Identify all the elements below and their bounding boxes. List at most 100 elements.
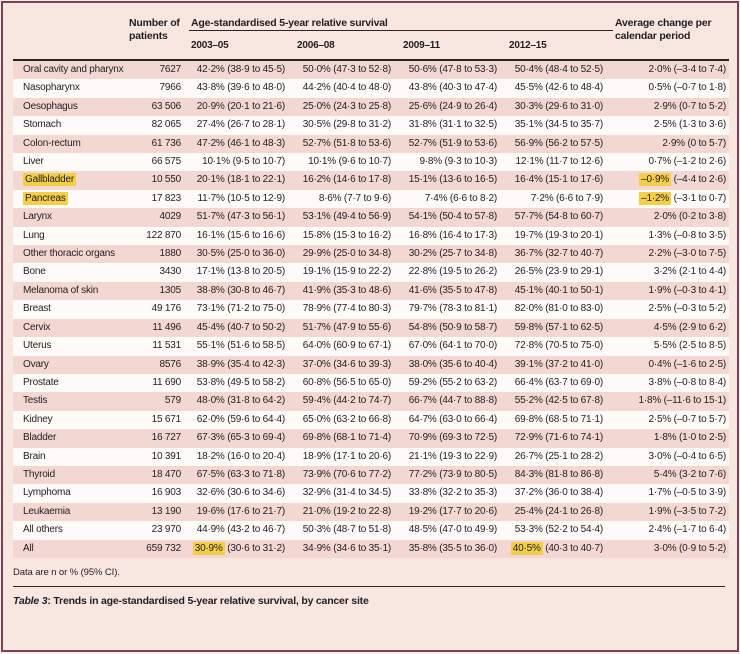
cell-survival: 72·8% (70·5 to 75·0) xyxy=(514,340,604,352)
cell-survival: 53·1% (49·4 to 56·9) xyxy=(302,211,391,223)
cell-survival: 50·6% (47·8 to 53·3) xyxy=(401,58,507,80)
cell-patients: 1305 xyxy=(159,284,182,296)
cell-patients: 18 470 xyxy=(151,468,182,480)
cell-survival: 69·8% (68·1 to 71·4) xyxy=(302,432,391,444)
cell-survival: 20·1% (18·1 to 22·1) xyxy=(196,174,285,186)
cell-site: Melanoma of skin xyxy=(23,284,99,296)
cell-site: Prostate xyxy=(23,376,59,388)
cell-survival: 29·9% (25·0 to 34·8) xyxy=(302,248,391,260)
cell-patients: 61 736 xyxy=(151,137,182,149)
survival-table: Number of patients Age-standardised 5-ye… xyxy=(13,13,730,558)
cell-survival: 34·9% (34·6 to 35·1) xyxy=(302,542,391,554)
cell-site: Testis xyxy=(23,395,48,407)
cell-site: Leukaemia xyxy=(23,505,71,517)
cell-change: –0·9% (–4·4 to 2·6) xyxy=(639,173,727,187)
cell-change: 1·8% (–11·6 to 15·1) xyxy=(638,395,727,407)
cell-survival: 7·4% (6·6 to 8·2) xyxy=(424,192,497,204)
cell-patients: 16 903 xyxy=(151,487,182,499)
cell-patients: 122 870 xyxy=(146,229,181,241)
cell-survival: 37·0% (34·6 to 39·3) xyxy=(302,358,391,370)
cell-survival: 55·2% (42·5 to 67·8) xyxy=(514,395,604,407)
table-row: Breast 49 176 73·1% (71·2 to 75·0) 78·9% (7… xyxy=(13,300,730,319)
cell-survival: 30·2% (25·7 to 34·8) xyxy=(408,248,497,260)
cell-change: 3·8% (–0·8 to 8·4) xyxy=(648,376,727,388)
cell-change: 5·4% (3·2 to 7·6) xyxy=(653,468,727,480)
cell-patients: 11 496 xyxy=(152,321,181,333)
cell-patients: 15 671 xyxy=(151,413,182,425)
cell-change: 1·3% (–0·8 to 3·5) xyxy=(648,229,727,241)
cell-survival: 21·1% (19·3 to 22·9) xyxy=(408,450,497,462)
table-row: All others 23 970 44·9% (43·2 to 46·7) 50·3… xyxy=(13,521,730,540)
caption-text: : Trends in age-standardised 5-year rela… xyxy=(47,594,369,607)
cell-survival: 38·9% (35·4 to 42·3) xyxy=(196,358,285,370)
cell-site: Oesophagus xyxy=(23,100,78,112)
cell-survival: 8·6% (7·7 to 9·6) xyxy=(318,192,391,204)
cell-change: 2·5% (1·3 to 3·6) xyxy=(653,119,727,131)
cell-survival: 55·1% (51·6 to 58·5) xyxy=(196,340,285,352)
cell-survival: 19·7% (19·3 to 20·1) xyxy=(514,229,604,241)
col-header-period-2009-11: 2009–11 xyxy=(403,40,440,51)
cell-survival: 30·3% (29·6 to 31·0) xyxy=(514,100,604,112)
cell-patients: 3430 xyxy=(159,266,182,278)
cell-survival: 73·9% (70·6 to 77·2) xyxy=(302,468,391,480)
cell-change: 2·0% (0·2 to 3·8) xyxy=(653,211,727,223)
cell-change: 2·2% (–3·0 to 7·5) xyxy=(648,248,727,260)
cell-patients: 10 391 xyxy=(151,450,182,462)
cell-patients: 49 176 xyxy=(151,303,182,315)
cell-site: Lymphoma xyxy=(23,487,71,499)
col-header-period-2006-08: 2006–08 xyxy=(297,40,335,51)
cell-survival: 7·2% (6·6 to 7·9) xyxy=(530,192,604,204)
col-header-period-2012-15: 2012–15 xyxy=(509,40,547,51)
cell-patients: 13 190 xyxy=(151,505,182,517)
highlighted-site-name: Gallbladder xyxy=(23,173,76,187)
cell-survival: 77·2% (73·9 to 80·5) xyxy=(408,468,497,480)
cell-change: 3·2% (2·1 to 4·4) xyxy=(653,266,727,278)
table-row: Gallbladder 10 550 20·1% (18·1 to 22·1) 16·… xyxy=(13,171,730,190)
cell-patients: 23 970 xyxy=(151,524,182,536)
cell-survival: 59·4% (44·2 to 74·7) xyxy=(302,395,391,407)
cell-site: Cervix xyxy=(23,321,51,333)
cell-survival: 64·0% (60·9 to 67·1) xyxy=(302,340,391,352)
cell-change: 2·9% (0 to 5·7) xyxy=(662,137,727,149)
cell-survival: 52·7% (51·8 to 53·6) xyxy=(302,137,391,149)
cell-patients: 63 506 xyxy=(151,100,182,112)
cell-survival: 60·8% (56·5 to 65·0) xyxy=(302,376,391,388)
cell-change: 4·5% (2·9 to 6·2) xyxy=(653,321,727,333)
cell-change: 1·9% (–3·5 to 7·2) xyxy=(648,505,727,517)
cell-survival: 37·2% (36·0 to 38·4) xyxy=(514,487,604,499)
cell-site: All xyxy=(23,542,34,554)
cell-survival: 59·2% (55·2 to 63·2) xyxy=(408,376,497,388)
cell-survival: 33·8% (32·2 to 35·3) xyxy=(408,487,497,499)
cell-survival: 57·7% (54·8 to 60·7) xyxy=(514,211,604,223)
cell-patients: 659 732 xyxy=(146,542,181,554)
col-header-site-empty xyxy=(13,13,129,60)
cell-patients: 10 550 xyxy=(151,174,182,186)
cell-survival: 50·4% (48·4 to 52·5) xyxy=(507,58,614,80)
cell-survival: 50·0% (47·3 to 52·8) xyxy=(295,58,401,80)
cell-patients: 17 823 xyxy=(151,192,182,204)
cell-survival: 20·9% (20·1 to 21·6) xyxy=(196,100,285,112)
cell-change: –1·2% (–3·1 to 0·7) xyxy=(639,191,727,205)
cell-survival: 19·6% (17·6 to 21·7) xyxy=(196,505,285,517)
cell-survival: 73·1% (71·2 to 75·0) xyxy=(196,303,285,315)
highlighted-site-name: Pancreas xyxy=(23,191,68,205)
cell-survival: 26·7% (25·1 to 28·2) xyxy=(514,450,604,462)
table-row: Thyroid 18 470 67·5% (63·3 to 71·8) 73·9% (… xyxy=(13,465,730,485)
cell-survival: 50·3% (48·7 to 51·8) xyxy=(302,524,391,536)
cell-survival: 18·9% (17·1 to 20·6) xyxy=(302,450,391,462)
footnote: Data are n or % (95% CI). xyxy=(13,566,120,578)
cell-survival: 32·6% (30·6 to 34·6) xyxy=(196,487,285,499)
cell-survival: 30·9% (30·6 to 31·2) xyxy=(192,541,285,555)
cell-site: Nasopharynx xyxy=(23,82,80,94)
cell-change: 0·5% (–0·7 to 1·8) xyxy=(648,82,727,94)
cell-survival: 41·6% (35·5 to 47·8) xyxy=(408,284,497,296)
cell-survival: 54·1% (50·4 to 57·8) xyxy=(408,211,497,223)
cell-survival: 52·7% (51·9 to 53·6) xyxy=(408,137,497,149)
cell-survival: 16·2% (14·6 to 17·8) xyxy=(302,174,391,186)
cell-site: Ovary xyxy=(23,358,49,370)
cell-survival: 65·0% (63·2 to 66·8) xyxy=(302,413,391,425)
cell-change: 1·7% (–0·5 to 3·9) xyxy=(648,487,727,499)
cell-survival: 67·0% (64·1 to 70·0) xyxy=(408,340,497,352)
cell-survival: 12·1% (11·7 to 12·6) xyxy=(515,156,604,168)
